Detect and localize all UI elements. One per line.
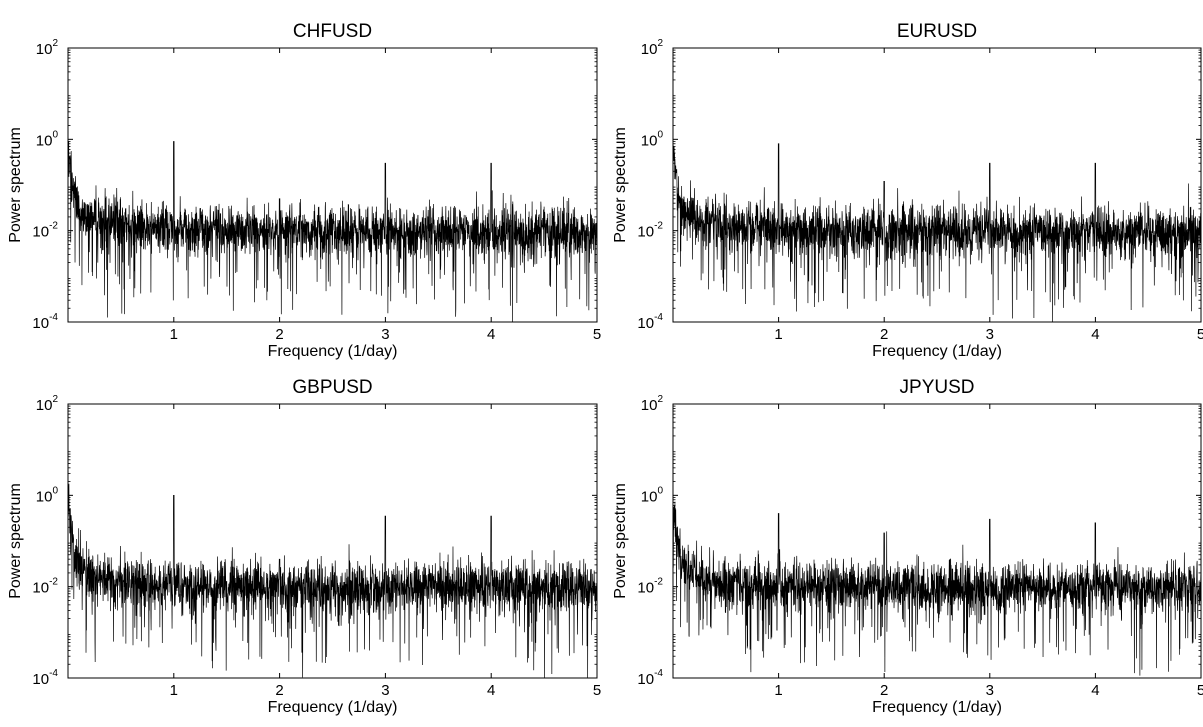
- x-axis-label: Frequency (1/day): [268, 699, 398, 716]
- panel-title: CHFUSD: [293, 21, 372, 42]
- ytick-label: 102: [641, 38, 664, 58]
- xtick-label: 3: [381, 326, 389, 343]
- panel-title: JPYUSD: [900, 377, 975, 398]
- xtick-label: 5: [593, 326, 601, 343]
- ytick-label: 10-4: [32, 668, 58, 688]
- xtick-label: 5: [1197, 326, 1203, 343]
- xtick-label: 1: [170, 682, 178, 699]
- y-axis-label: Power spectrum: [7, 127, 24, 243]
- xtick-label: 3: [381, 682, 389, 699]
- xtick-label: 2: [880, 682, 888, 699]
- xtick-label: 2: [275, 682, 283, 699]
- xtick-label: 1: [774, 682, 782, 699]
- ytick-label: 102: [36, 38, 59, 58]
- ytick-label: 102: [36, 394, 59, 414]
- panel-chf: 1 2 3 4 5 102 100 10-2 10-4 CHFUSD Frequency (1/da…: [7, 21, 601, 360]
- x-axis-label: Frequency (1/day): [268, 343, 398, 360]
- y-axis-label: Power spectrum: [612, 483, 629, 599]
- ytick-label: 10-4: [637, 668, 663, 688]
- xtick-label: 4: [487, 682, 495, 699]
- panel-title: EURUSD: [897, 21, 977, 42]
- xtick-label: 2: [880, 326, 888, 343]
- axes-box-gbp: [67, 403, 598, 679]
- ytick-label: 100: [36, 129, 59, 149]
- ytick-label: 10-2: [637, 577, 663, 597]
- axes-box-eur: [672, 47, 1202, 323]
- y-axis-label: Power spectrum: [7, 483, 24, 599]
- xtick-label: 3: [986, 326, 994, 343]
- xtick-label: 5: [1197, 682, 1203, 699]
- ytick-label: 100: [641, 129, 664, 149]
- ytick-label: 10-2: [32, 221, 58, 241]
- spectrum-line-chf: [68, 141, 597, 322]
- ytick-label: 10-4: [637, 312, 663, 332]
- ytick-label: 102: [641, 394, 664, 414]
- xtick-label: 1: [170, 326, 178, 343]
- xtick-label: 3: [986, 682, 994, 699]
- ytick-label: 10-4: [32, 312, 58, 332]
- y-axis-label: Power spectrum: [612, 127, 629, 243]
- xtick-label: 2: [275, 326, 283, 343]
- spectrum-line-gbp: [68, 483, 597, 678]
- ytick-label: 10-2: [637, 221, 663, 241]
- spectrum-line-eur: [673, 143, 1201, 322]
- xtick-label: 5: [593, 682, 601, 699]
- x-axis-label: Frequency (1/day): [872, 699, 1002, 716]
- xtick-label: 1: [774, 326, 782, 343]
- xtick-label: 4: [487, 326, 495, 343]
- ytick-label: 100: [36, 485, 59, 505]
- spectrum-line-jpy: [673, 501, 1201, 676]
- xtick-label: 4: [1091, 326, 1099, 343]
- axes-box-jpy: [672, 403, 1202, 679]
- x-axis-label: Frequency (1/day): [872, 343, 1002, 360]
- panel-gbp: 1 2 3 4 5 102 100 10-2 10-4 GBPUSD Frequency (1/da…: [7, 377, 601, 716]
- ytick-label: 10-2: [32, 577, 58, 597]
- xtick-label: 4: [1091, 682, 1099, 699]
- panel-jpy: 1 2 3 4 5 102 100 10-2 10-4 JPYUSD Frequency (1/da…: [612, 377, 1203, 716]
- panel-eur: 1 2 3 4 5 102 100 10-2 10-4 EURUSD Frequency (1/da…: [612, 21, 1203, 360]
- axes-box-chf: [67, 47, 598, 323]
- ytick-label: 100: [641, 485, 664, 505]
- panel-title: GBPUSD: [292, 377, 372, 398]
